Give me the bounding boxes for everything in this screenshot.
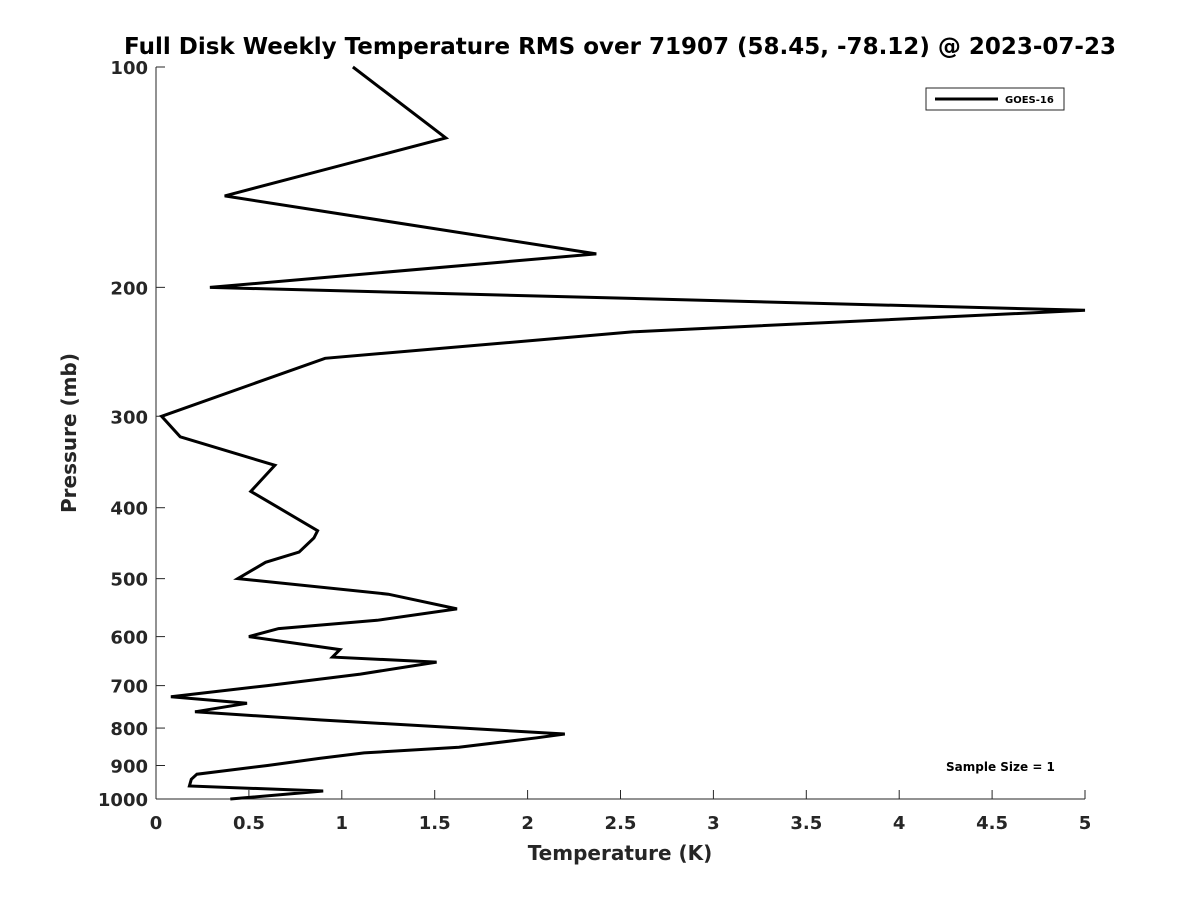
series-line-goes-16 xyxy=(158,65,1086,801)
y-tick-label: 300 xyxy=(110,407,148,428)
x-tick-label: 0.5 xyxy=(233,813,265,834)
y-tick-label: 1000 xyxy=(98,790,148,811)
x-tick-label: 3.5 xyxy=(790,813,822,834)
sample-size-annotation: Sample Size = 1 xyxy=(946,760,1055,774)
y-tick-label: 500 xyxy=(110,570,148,591)
x-tick-label: 1.5 xyxy=(419,813,451,834)
y-axis-title: Pressure (mb) xyxy=(57,353,81,513)
x-tick-label: 2.5 xyxy=(605,813,637,834)
y-tick-label: 200 xyxy=(110,278,148,299)
x-tick-label: 4 xyxy=(893,813,906,834)
x-tick-label: 4.5 xyxy=(976,813,1008,834)
x-axis-title: Temperature (K) xyxy=(528,841,713,865)
y-tick-label: 600 xyxy=(110,628,148,649)
y-tick-label: 400 xyxy=(110,499,148,520)
y-tick-label: 700 xyxy=(110,677,148,698)
legend: GOES-16 xyxy=(925,87,1065,111)
x-tick-label: 1 xyxy=(336,813,349,834)
y-tick-label: 800 xyxy=(110,719,148,740)
x-tick-label: 5 xyxy=(1079,813,1092,834)
chart-title: Full Disk Weekly Temperature RMS over 71… xyxy=(124,34,1116,60)
x-axis: 0 0.5 1 1.5 2 2.5 3 3.5 4 4.5 5 xyxy=(150,790,1092,834)
x-tick-label: 3 xyxy=(707,813,720,834)
legend-label-goes-16: GOES-16 xyxy=(1005,95,1054,106)
x-tick-label: 2 xyxy=(521,813,534,834)
y-tick-label: 100 xyxy=(110,58,148,79)
y-axis: 100 200 300 400 500 600 700 800 900 1000 xyxy=(98,58,165,811)
x-tick-label: 0 xyxy=(150,813,163,834)
y-tick-label: 900 xyxy=(110,757,148,778)
